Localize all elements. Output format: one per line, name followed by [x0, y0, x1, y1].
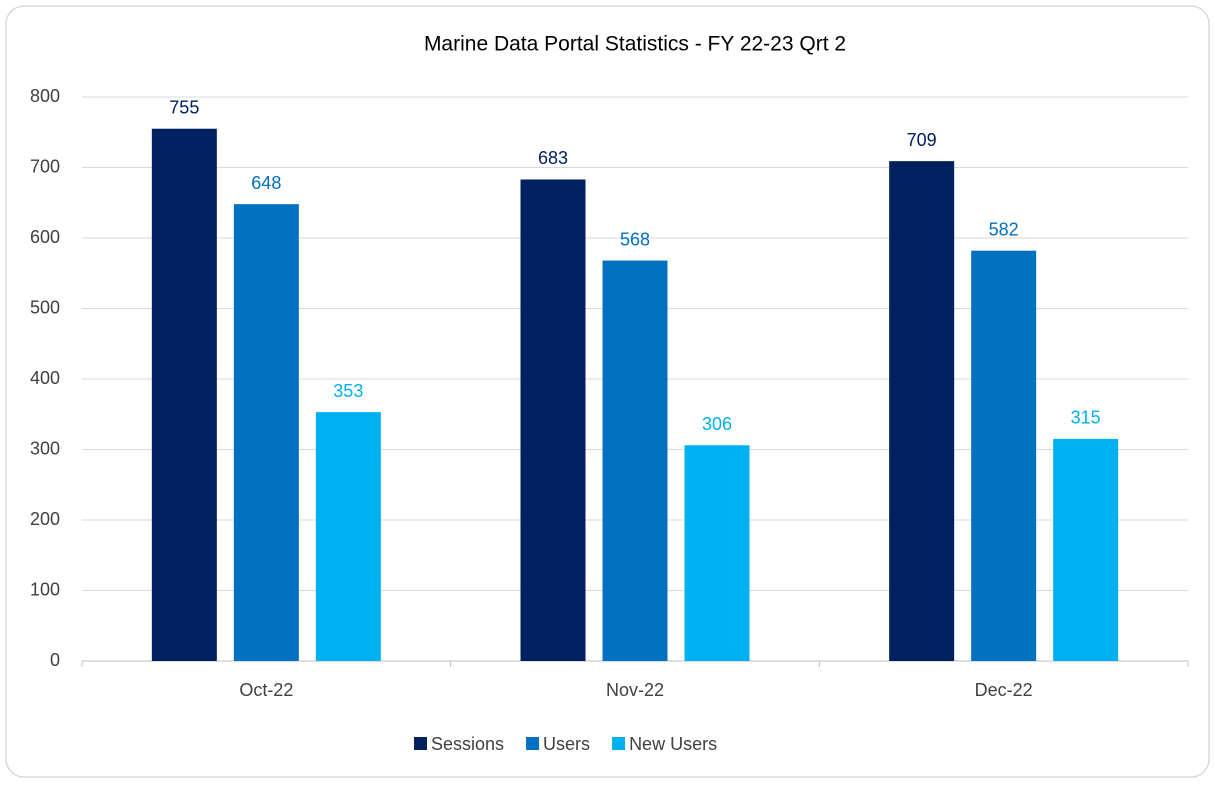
bar: [971, 250, 1037, 661]
legend-swatch: [414, 737, 427, 750]
data-label: 353: [333, 381, 363, 401]
legend-label: Sessions: [431, 734, 504, 754]
y-tick-label: 100: [30, 579, 60, 599]
y-tick-label: 700: [30, 156, 60, 176]
data-label: 315: [1071, 408, 1101, 428]
y-tick-label: 200: [30, 509, 60, 529]
bar: [684, 445, 750, 661]
x-tick-label: Nov-22: [606, 680, 664, 700]
bar: [602, 260, 668, 661]
data-label: 568: [620, 229, 650, 249]
bar: [520, 179, 586, 662]
legend-label: Users: [543, 734, 590, 754]
y-tick-label: 800: [30, 86, 60, 106]
y-tick-label: 400: [30, 368, 60, 388]
data-label: 306: [702, 414, 732, 434]
bar: [315, 412, 381, 661]
data-label: 648: [251, 173, 281, 193]
data-label: 683: [538, 148, 568, 168]
bar: [151, 128, 217, 662]
legend-label: New Users: [629, 734, 717, 754]
data-label: 709: [907, 130, 937, 150]
x-tick-label: Dec-22: [975, 680, 1033, 700]
bar: [233, 204, 299, 661]
y-tick-label: 0: [50, 650, 60, 670]
data-label: 755: [169, 97, 199, 117]
bar: [889, 161, 955, 661]
data-label: 582: [989, 219, 1019, 239]
bar: [1053, 438, 1119, 661]
legend-swatch: [612, 737, 626, 750]
x-tick-label: Oct-22: [239, 680, 293, 700]
y-tick-label: 500: [30, 297, 60, 317]
chart-title: Marine Data Portal Statistics - FY 22-23…: [424, 33, 846, 56]
y-tick-label: 300: [30, 438, 60, 458]
legend-swatch: [526, 737, 540, 750]
y-tick-label: 600: [30, 227, 60, 247]
